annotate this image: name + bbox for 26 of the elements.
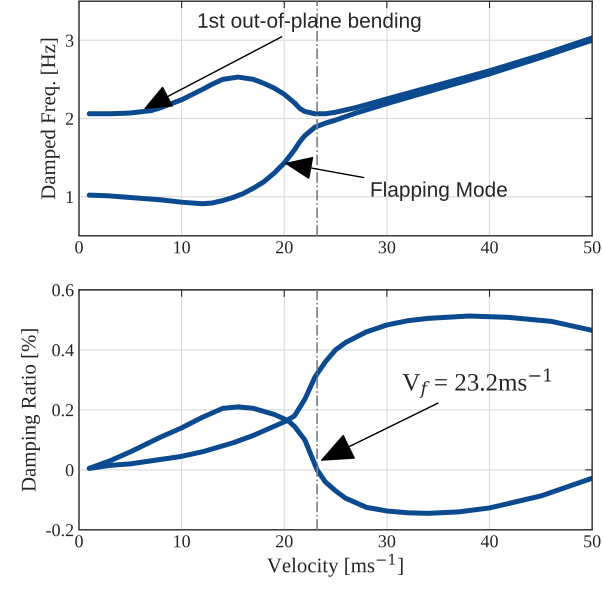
x-tick-label: 10	[174, 241, 190, 254]
annotation: V$_{f}$ = 23.2ms$^{−1}$	[402, 368, 551, 398]
x-tick-label: 50	[584, 241, 600, 254]
y-axis-title: Damped Freq. [Hz]	[40, 38, 60, 200]
x-tick-label: 50	[584, 535, 600, 548]
x-tick-label: 40	[480, 241, 498, 254]
y-axis-title: Damping Ratio [%]	[21, 329, 40, 492]
x-tick-label: 30	[378, 241, 396, 254]
y-tick-label: 2	[66, 112, 74, 125]
x-axis-title: Velocity [ms$^{−1}$]	[267, 554, 403, 577]
y-tick-label: 0	[66, 464, 74, 476]
y-tick-label: 1	[66, 191, 74, 203]
y-tick-label: 0.2	[52, 404, 74, 416]
x-tick-label: 30	[378, 535, 396, 548]
y-tick-label: -0.2	[46, 524, 74, 536]
x-tick-label: 10	[174, 535, 190, 548]
annotation: 1st out-of-plane bending	[198, 12, 420, 32]
x-tick-label: 0	[75, 241, 83, 254]
annotation: Flapping Mode	[372, 182, 507, 201]
y-tick-label: 0.4	[52, 344, 74, 356]
y-tick-label: 0.6	[52, 284, 74, 296]
y-tick-label: 3	[66, 34, 74, 47]
x-tick-label: 20	[276, 535, 293, 548]
x-tick-label: 40	[480, 535, 498, 548]
x-tick-label: 20	[276, 241, 293, 254]
x-tick-label: 0	[75, 535, 83, 548]
